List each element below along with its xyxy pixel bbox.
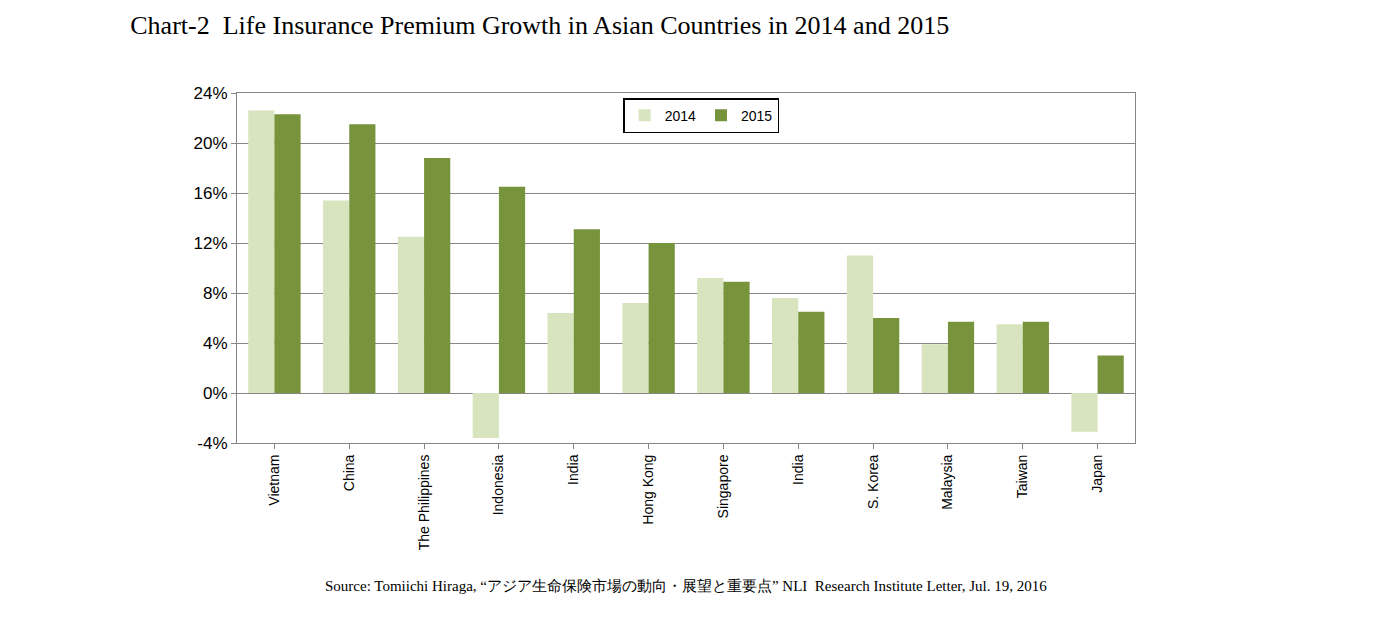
svg-text:2015: 2015 bbox=[741, 108, 772, 124]
svg-text:20%: 20% bbox=[194, 134, 228, 153]
svg-text:Chart-2 Life Insurance Premiu: Chart-2 Life Insurance Premium Growth in… bbox=[130, 11, 949, 40]
svg-text:China: China bbox=[341, 454, 357, 491]
svg-text:0%: 0% bbox=[203, 384, 228, 403]
svg-text:Indonesia: Indonesia bbox=[490, 454, 506, 515]
svg-text:Source: Tomiichi Hiraga, “アジア生: Source: Tomiichi Hiraga, “アジア生命保険市場の動向・展… bbox=[325, 578, 1047, 594]
svg-text:8%: 8% bbox=[203, 284, 228, 303]
svg-text:16%: 16% bbox=[194, 184, 228, 203]
svg-text:-4%: -4% bbox=[197, 434, 227, 453]
svg-text:India: India bbox=[790, 454, 806, 485]
svg-text:12%: 12% bbox=[194, 234, 228, 253]
svg-text:Malaysia: Malaysia bbox=[939, 454, 955, 509]
svg-text:Singapore: Singapore bbox=[715, 454, 731, 518]
svg-text:S. Korea: S. Korea bbox=[865, 454, 881, 509]
svg-text:Vietnam: Vietnam bbox=[266, 455, 282, 506]
svg-text:2014: 2014 bbox=[665, 108, 696, 124]
svg-text:Japan: Japan bbox=[1089, 455, 1105, 493]
svg-text:Hong Kong: Hong Kong bbox=[640, 455, 656, 525]
svg-text:24%: 24% bbox=[194, 84, 228, 103]
svg-text:4%: 4% bbox=[203, 334, 228, 353]
svg-text:India: India bbox=[565, 454, 581, 485]
svg-text:The Philippines: The Philippines bbox=[416, 455, 432, 551]
svg-text:Taiwan: Taiwan bbox=[1014, 455, 1030, 499]
